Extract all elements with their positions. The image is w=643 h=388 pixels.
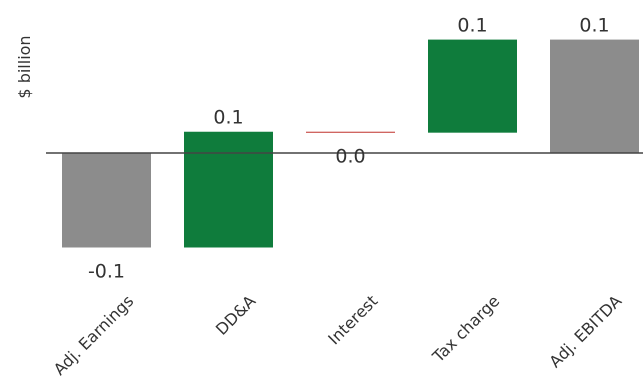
- bar-interest: [306, 131, 395, 133]
- data-label-adj-earnings: -0.1: [88, 261, 125, 283]
- tick-label-interest: Interest: [324, 291, 381, 348]
- data-label-dd-a: 0.1: [213, 107, 243, 129]
- data-label-adj-ebitda: 0.1: [579, 15, 609, 37]
- tick-label-adj-ebitda: Adj. EBITDA: [545, 291, 625, 371]
- data-label-tax-charge: 0.1: [457, 15, 487, 37]
- tick-label-adj-earnings: Adj. Earnings: [50, 291, 138, 379]
- bar-tax-charge: [428, 39, 517, 133]
- category-tick-labels: Adj. Earnings DD&A Interest Tax charge Adj. …: [50, 291, 626, 379]
- tick-label-tax-charge: Tax charge: [428, 291, 503, 366]
- y-axis-title: $ billion: [15, 35, 34, 98]
- tick-label-dd-a: DD&A: [212, 291, 259, 338]
- bar-adj-ebitda: [550, 39, 639, 153]
- bar-adj-earnings: [62, 153, 151, 248]
- bars-layer: [62, 39, 639, 248]
- bar-dd-a: [184, 131, 273, 248]
- data-labels-layer: -0.1 0.1 0.0 0.1 0.1: [88, 15, 610, 283]
- data-label-interest: 0.0: [335, 146, 365, 168]
